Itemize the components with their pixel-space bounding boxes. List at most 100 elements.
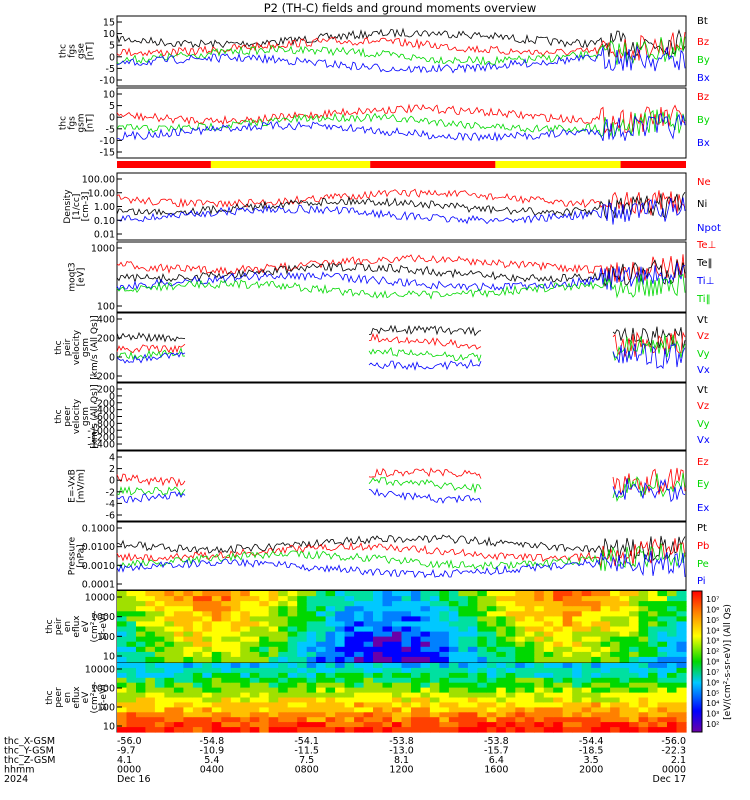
spectrogram-cell (183, 727, 194, 733)
spectrogram-cell (448, 722, 459, 728)
spectrogram-cell (667, 606, 678, 612)
spectrogram-cell (136, 697, 147, 703)
spectrogram-cell (619, 636, 630, 643)
spectrogram-cell (534, 667, 545, 674)
spectrogram-cell (287, 727, 298, 733)
spectrogram-cell (382, 631, 393, 638)
spectrogram-cell (486, 672, 497, 679)
spectrogram-cell (392, 677, 403, 684)
spectrogram-cell (667, 692, 678, 699)
spectrogram-cell (306, 646, 317, 653)
spectrogram-cell (354, 606, 365, 612)
spectrogram-cell (638, 606, 649, 612)
spectrogram-cell (363, 722, 374, 728)
spectrogram-cell (354, 712, 365, 718)
y-axis-label: sr-eV) (99, 684, 109, 710)
spectrogram-cell (619, 677, 630, 684)
spectrogram-cell (667, 722, 678, 728)
spectrogram-cell (591, 626, 602, 633)
spectrogram-cell (581, 651, 592, 658)
spectrogram-cell (335, 717, 346, 723)
spectrogram-cell (278, 591, 289, 597)
spectrogram-cell (192, 651, 203, 658)
spectrogram-cell (638, 697, 649, 703)
spectrogram-cell (553, 712, 564, 718)
spectrogram-cell (524, 656, 535, 663)
spectrogram-cell (648, 697, 659, 703)
spectrogram-cell (221, 717, 232, 723)
spectrogram-cell (297, 702, 308, 708)
spectrogram-cell (117, 697, 128, 703)
spectrogram-cell (610, 667, 621, 674)
spectrogram-cell (316, 697, 327, 703)
spectrogram-cell (363, 631, 374, 638)
spectrogram-cell (648, 677, 659, 684)
spectrogram-cell (145, 636, 156, 643)
spectrogram-cell (648, 631, 659, 638)
y-tick-label: 10 (103, 652, 115, 663)
spectrogram-cell (354, 616, 365, 623)
spectrogram-cell (648, 727, 659, 733)
spectrogram-cell (676, 596, 687, 602)
spectrogram-cell (117, 641, 128, 648)
spectrogram-cell (448, 712, 459, 718)
spectrogram-cell (543, 672, 554, 679)
spectrogram-cell (534, 687, 545, 694)
spectrogram-cell (657, 697, 668, 703)
spectrogram-cell (429, 672, 440, 679)
spectrogram-cell (344, 687, 355, 694)
spectrogram-cell (287, 707, 298, 713)
spectrogram-cell (524, 707, 535, 713)
spectrogram-cell (240, 596, 251, 602)
spectrogram-cell (363, 687, 374, 694)
x-tick-label: -54.8 (200, 736, 225, 747)
spectrogram-cell (467, 663, 478, 669)
spectrogram-cell (591, 682, 602, 689)
spectrogram-cell (629, 727, 640, 733)
spectrogram-cell (221, 606, 232, 612)
spectrogram-cell (524, 596, 535, 602)
spectrogram-cell (667, 727, 678, 733)
spectrogram-cell (268, 621, 279, 628)
series-line-Ez (116, 467, 686, 496)
spectrogram-cell (373, 687, 384, 694)
spectrogram-cell (373, 651, 384, 658)
spectrogram-cell (136, 707, 147, 713)
y-tick-label: 0.0001 (82, 580, 115, 591)
spectrogram-cell (278, 616, 289, 623)
spectrogram-cell (676, 591, 687, 597)
spectrogram-cell (202, 621, 213, 628)
spectrogram-cell (667, 656, 678, 663)
colorbar-tick: 10⁵ (706, 689, 719, 698)
spectrogram-cell (335, 631, 346, 638)
spectrogram-cell (496, 631, 507, 638)
spectrogram-cell (230, 651, 241, 658)
y-tick-label: -15 (99, 148, 115, 159)
colorbar-tick: 10⁷ (706, 668, 719, 677)
y-tick-label: 0 (109, 353, 115, 364)
spectrogram-cell (297, 651, 308, 658)
spectrogram-cell (240, 682, 251, 689)
spectrogram-cell (591, 621, 602, 628)
spectrogram-cell (553, 707, 564, 713)
spectrogram-cell (477, 722, 488, 728)
spectrogram-cell (676, 712, 687, 718)
spectrogram-cell (619, 621, 630, 628)
spectrogram-cell (335, 646, 346, 653)
spectrogram-cell (467, 677, 478, 684)
spectrogram-cell (297, 682, 308, 689)
spectrogram-cell (335, 672, 346, 679)
spectrogram-cell (221, 692, 232, 699)
spectrogram-cell (591, 611, 602, 617)
spectrogram-cell (420, 606, 431, 612)
spectrogram-cell (316, 687, 327, 694)
spectrogram-cell (610, 636, 621, 643)
spectrogram-cell (278, 702, 289, 708)
spectrogram-cell (173, 656, 184, 663)
spectrogram-cell (553, 611, 564, 617)
spectrogram-cell (411, 712, 422, 718)
spectrogram-cell (429, 682, 440, 689)
spectrogram-cell (401, 631, 412, 638)
spectrogram-cell (164, 663, 175, 669)
